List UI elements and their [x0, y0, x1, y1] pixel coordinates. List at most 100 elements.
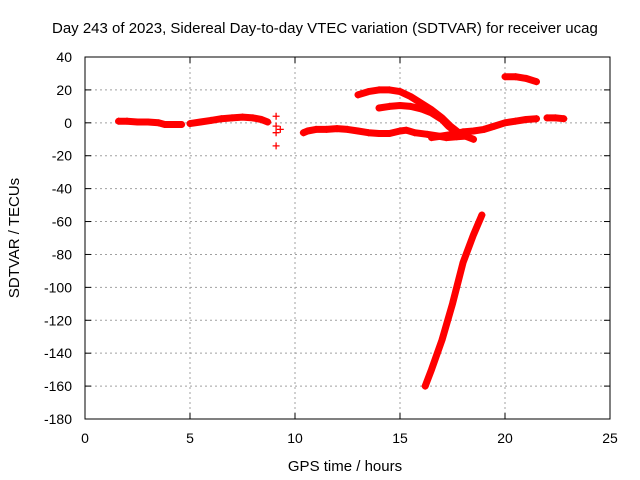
- data-point: [386, 130, 393, 138]
- data-point: [428, 134, 435, 142]
- data-point: [354, 127, 362, 135]
- data-point: [478, 211, 486, 219]
- data-point: [396, 102, 404, 110]
- y-tick-label: -120: [44, 312, 72, 328]
- data-point: [396, 127, 404, 135]
- x-tick-label: 15: [392, 430, 408, 446]
- data-point: [115, 117, 123, 125]
- data-point: [438, 336, 446, 344]
- data-point: [407, 92, 414, 100]
- data-point: [249, 114, 257, 122]
- x-tick-label: 25: [602, 430, 618, 446]
- series-seg1: [115, 117, 186, 128]
- data-point: [197, 118, 204, 126]
- data-point: [459, 128, 467, 136]
- data-point: [522, 116, 530, 124]
- data-point: [207, 116, 215, 124]
- series-seg10: [543, 114, 568, 123]
- y-tick-label: -80: [52, 246, 72, 262]
- x-tick-label: 20: [497, 430, 513, 446]
- data-point: [470, 135, 477, 143]
- data-point: [323, 125, 330, 133]
- data-point: [551, 114, 559, 122]
- data-point: [239, 113, 246, 121]
- series-seg9: [501, 73, 540, 86]
- y-tick-label: -140: [44, 345, 72, 361]
- data-point: [144, 118, 152, 126]
- data-point: [438, 116, 446, 124]
- x-axis-label: GPS time / hours: [288, 458, 402, 475]
- x-tick-label: 5: [186, 430, 194, 446]
- y-tick-label: -20: [52, 148, 72, 164]
- data-point: [470, 231, 477, 239]
- data-point: [533, 78, 540, 86]
- data-point: [134, 118, 141, 126]
- data-point: [375, 104, 383, 112]
- y-tick-label: -160: [44, 378, 72, 394]
- data-point: [449, 300, 456, 308]
- data-point: [480, 125, 488, 133]
- data-point: [428, 109, 435, 117]
- data-point: [299, 129, 307, 137]
- data-point: [375, 130, 383, 138]
- data-point: [491, 122, 498, 130]
- data-point: [533, 115, 540, 123]
- data-point: [522, 74, 530, 82]
- data-point: [375, 86, 383, 94]
- data-point: [501, 73, 509, 81]
- data-marks: [115, 73, 568, 390]
- plot-frame: [84, 56, 611, 420]
- data-point: [423, 130, 431, 138]
- data-point: [438, 132, 446, 140]
- data-point: [501, 119, 509, 127]
- data-point: [449, 130, 456, 138]
- data-point: [272, 129, 280, 137]
- data-point: [386, 102, 393, 110]
- x-tick-labels: 0 5 10 15 20 25: [81, 430, 618, 446]
- data-point: [169, 120, 177, 128]
- data-point: [272, 112, 280, 120]
- data-point: [272, 122, 280, 130]
- data-point: [396, 88, 404, 96]
- data-point: [417, 105, 425, 113]
- data-point: [512, 117, 519, 125]
- data-point: [428, 366, 435, 374]
- data-point: [365, 129, 372, 137]
- data-point: [178, 120, 186, 128]
- data-point: [304, 127, 312, 135]
- chart-title: Day 243 of 2023, Sidereal Day-to-day VTE…: [52, 20, 598, 37]
- data-point: [218, 115, 225, 123]
- y-tick-label: 0: [64, 115, 72, 131]
- y-tick-label: -180: [44, 411, 72, 427]
- y-axis-label: SDTVAR / TECUs: [6, 178, 23, 298]
- data-point: [386, 86, 393, 94]
- data-point: [411, 129, 419, 137]
- data-point: [421, 382, 429, 390]
- x-tick-label: 10: [287, 430, 303, 446]
- data-point: [512, 73, 519, 81]
- y-tick-label: 20: [56, 82, 72, 98]
- axis-ticks: [84, 56, 611, 420]
- data-point: [354, 91, 362, 99]
- data-point: [459, 259, 467, 267]
- data-point: [365, 88, 372, 96]
- series-seg3: [272, 112, 284, 150]
- data-point: [272, 142, 280, 150]
- y-tick-label: 40: [56, 49, 72, 65]
- y-tick-label: -100: [44, 279, 72, 295]
- data-point: [228, 114, 236, 122]
- grid-lines: [85, 57, 610, 419]
- data-point: [470, 127, 477, 135]
- data-point: [257, 116, 265, 124]
- series-seg2: [186, 113, 272, 128]
- y-tick-label: -60: [52, 214, 72, 230]
- data-point: [402, 126, 410, 134]
- data-point: [161, 120, 169, 128]
- data-point: [344, 125, 351, 133]
- series-seg8: [421, 211, 486, 390]
- data-point: [312, 125, 320, 133]
- y-tick-labels: 40 20 0 -20 -40 -60 -80 -100 -120 -140 -160 -180: [44, 49, 72, 427]
- data-point: [543, 114, 551, 122]
